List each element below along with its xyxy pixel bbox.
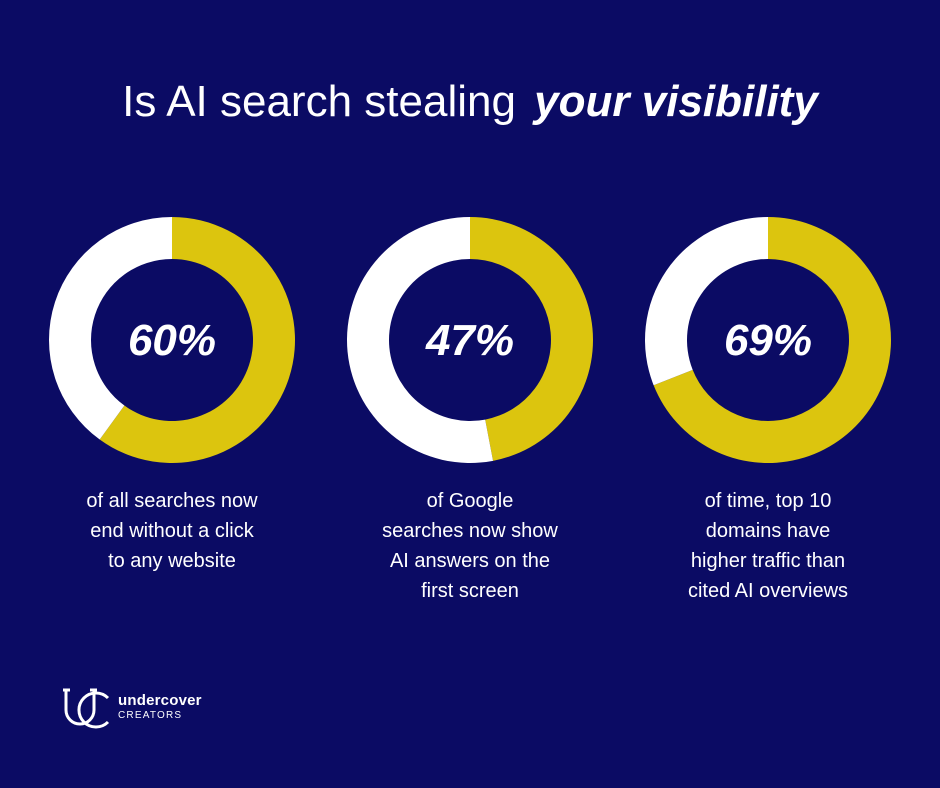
caption-line: cited AI overviews: [687, 580, 849, 602]
caption-line: domains have: [705, 520, 831, 542]
brand-logo: undercover CREATORS: [58, 680, 258, 740]
donut-chart-1: 60%: [48, 216, 296, 464]
slice-highlight: [470, 217, 593, 461]
percentage-label: 69%: [724, 316, 812, 365]
caption-3: of time, top 10 domains have higher traf…: [648, 486, 888, 606]
title-emphasis: your visibility: [534, 77, 818, 126]
caption-line: searches now show: [382, 520, 558, 542]
percentage-label: 47%: [425, 316, 514, 365]
donut-chart-3: 69%: [644, 216, 892, 464]
caption-line: first screen: [421, 580, 519, 602]
caption-line: to any website: [108, 550, 236, 572]
slice-highlight: [653, 217, 891, 463]
brand-name: undercover: [118, 692, 202, 709]
caption-line: AI answers on the: [389, 550, 551, 572]
slice-remainder: [346, 217, 494, 463]
percentage-label: 60%: [128, 316, 216, 365]
donut-chart-2: 47%: [346, 216, 594, 464]
brand-subtitle: CREATORS: [118, 710, 183, 721]
caption-2: of Google searches now show AI answers o…: [350, 486, 590, 606]
caption-line: end without a click: [90, 520, 254, 542]
donut-svg-2: 47%: [346, 217, 593, 463]
caption-line: of Google: [426, 490, 514, 512]
uc-monogram-icon: [63, 688, 110, 729]
slice-remainder: [645, 217, 768, 386]
caption-line: of all searches now: [86, 490, 258, 512]
page-title: Is AI search stealing your visibility: [0, 72, 940, 132]
caption-1: of all searches now end without a click …: [52, 486, 292, 576]
caption-line: of time, top 10: [704, 490, 832, 512]
donut-svg-1: 60%: [49, 217, 296, 464]
slice-highlight: [99, 217, 296, 464]
title-main: Is AI search stealing: [122, 77, 516, 126]
donut-svg-3: 69%: [645, 217, 891, 463]
caption-line: higher traffic than: [690, 550, 846, 572]
slice-remainder: [49, 217, 172, 440]
